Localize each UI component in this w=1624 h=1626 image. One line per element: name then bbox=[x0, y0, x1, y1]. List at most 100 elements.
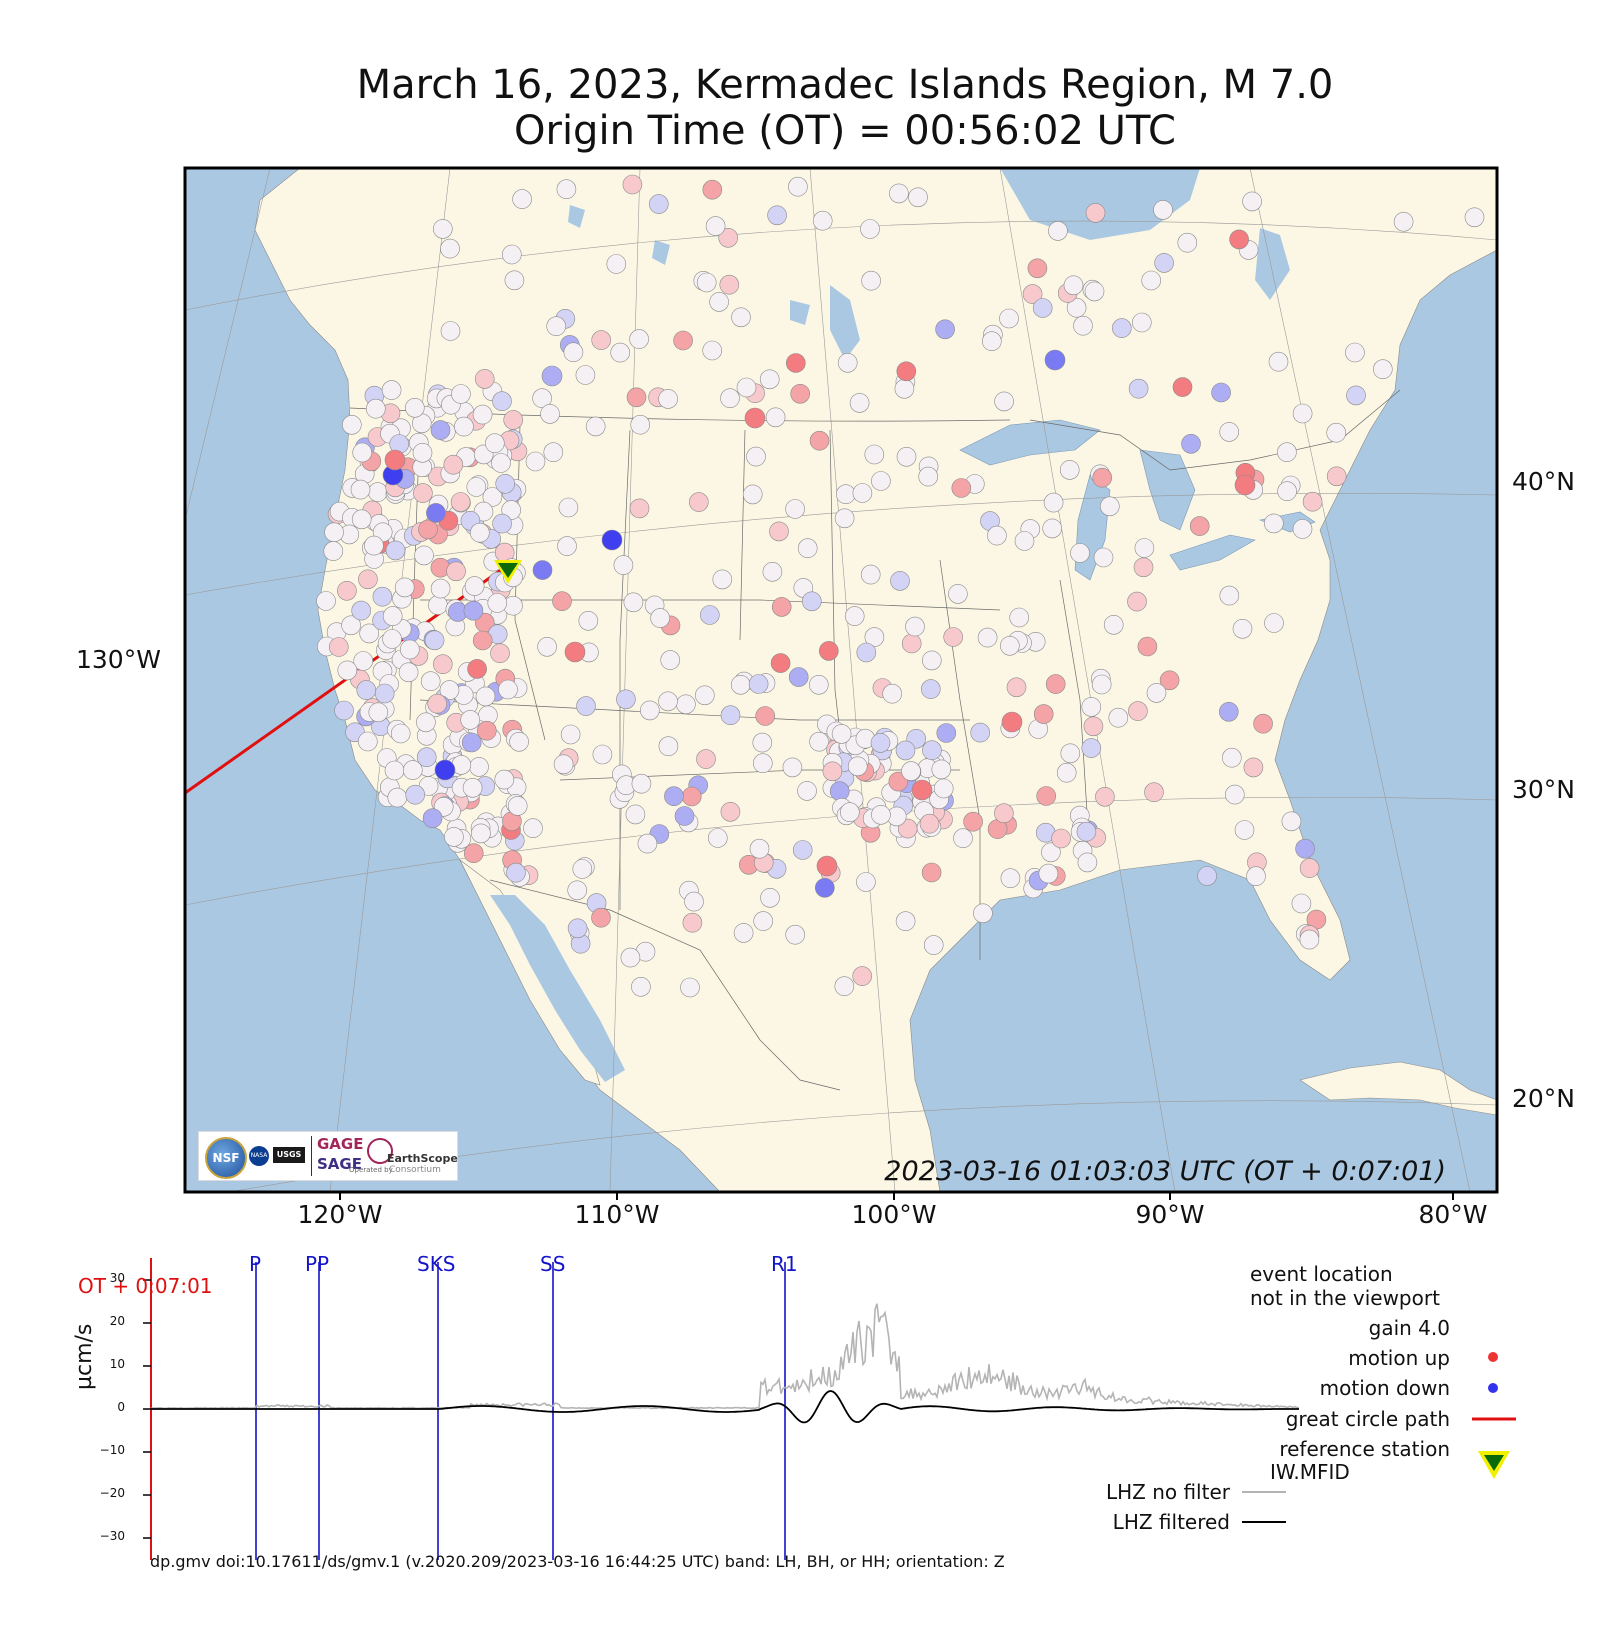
event-note-line1: event location bbox=[1250, 1262, 1393, 1286]
station-marker bbox=[755, 706, 776, 726]
station-marker bbox=[936, 723, 957, 743]
station-marker bbox=[337, 660, 358, 681]
station-marker bbox=[808, 674, 829, 695]
station-marker bbox=[987, 525, 1007, 546]
station-marker bbox=[888, 771, 909, 792]
station-marker bbox=[731, 307, 751, 328]
station-marker bbox=[1264, 513, 1284, 534]
station-marker bbox=[650, 608, 670, 628]
station-marker bbox=[440, 321, 461, 341]
station-marker bbox=[744, 407, 766, 429]
station-marker bbox=[1299, 929, 1320, 950]
station-marker bbox=[1095, 786, 1115, 807]
station-marker bbox=[753, 911, 774, 931]
lon-label-110w: 110°W bbox=[574, 1200, 660, 1229]
station-marker bbox=[398, 662, 419, 683]
station-marker bbox=[540, 404, 560, 424]
station-marker bbox=[1225, 784, 1245, 805]
station-marker bbox=[394, 577, 415, 598]
station-marker bbox=[894, 378, 915, 399]
no-filter-label: LHZ no filter bbox=[1105, 1480, 1230, 1504]
station-marker bbox=[374, 683, 395, 704]
station-marker bbox=[1345, 342, 1365, 363]
station-marker bbox=[492, 513, 512, 534]
station-marker bbox=[387, 787, 408, 808]
station-marker bbox=[591, 330, 612, 350]
station-marker bbox=[831, 724, 852, 744]
station-marker bbox=[557, 536, 577, 556]
station-marker bbox=[1132, 312, 1152, 333]
station-marker bbox=[882, 683, 903, 704]
station-marker bbox=[352, 442, 373, 463]
motion-up-label: motion up bbox=[1348, 1346, 1450, 1370]
station-marker bbox=[1066, 297, 1087, 318]
earthscope-logo: EarthScope bbox=[387, 1152, 458, 1165]
station-marker bbox=[994, 803, 1014, 824]
lon-ticks bbox=[339, 1192, 1454, 1200]
station-marker bbox=[1302, 491, 1323, 512]
station-marker bbox=[1048, 221, 1068, 241]
station-marker bbox=[1295, 838, 1315, 859]
station-marker bbox=[420, 671, 441, 692]
map-title: March 16, 2023, Kermadec Islands Region,… bbox=[356, 62, 1334, 108]
station-marker bbox=[1128, 378, 1149, 399]
station-marker bbox=[707, 828, 728, 848]
station-marker bbox=[427, 693, 448, 714]
map-frame bbox=[183, 166, 1499, 1194]
station-marker bbox=[1100, 496, 1120, 517]
station-marker bbox=[560, 724, 581, 745]
station-marker bbox=[572, 859, 593, 879]
station-marker bbox=[639, 700, 660, 721]
station-marker bbox=[432, 654, 453, 675]
land-cuba bbox=[1299, 1061, 1497, 1116]
station-marker bbox=[648, 194, 669, 214]
land-north-america bbox=[254, 168, 1497, 1192]
station-marker bbox=[918, 466, 939, 487]
station-marker bbox=[870, 733, 891, 753]
station-marker bbox=[742, 484, 763, 505]
station-marker bbox=[422, 808, 443, 829]
ytick-label: 0 bbox=[117, 1400, 125, 1414]
ytick-label: 30 bbox=[109, 1271, 125, 1285]
station-marker bbox=[1033, 704, 1054, 724]
station-marker bbox=[1292, 519, 1313, 539]
station-marker bbox=[901, 633, 922, 654]
station-marker bbox=[430, 420, 451, 440]
station-marker bbox=[684, 891, 704, 912]
station-marker bbox=[920, 679, 941, 699]
station-marker bbox=[1197, 866, 1217, 886]
station-marker bbox=[365, 398, 386, 419]
station-marker bbox=[1144, 782, 1164, 803]
station-marker bbox=[525, 451, 546, 472]
station-marker bbox=[463, 843, 484, 864]
station-marker bbox=[890, 571, 910, 591]
station-marker bbox=[801, 591, 822, 612]
station-marker bbox=[637, 833, 658, 854]
station-marker bbox=[1219, 701, 1239, 722]
station-marker bbox=[809, 430, 830, 451]
station-marker bbox=[491, 453, 511, 473]
station-marker bbox=[576, 696, 596, 716]
station-marker bbox=[709, 292, 729, 312]
station-marker bbox=[631, 773, 652, 794]
station-marker bbox=[788, 667, 809, 687]
station-marker bbox=[625, 804, 646, 825]
station-marker bbox=[472, 404, 493, 425]
phase-label-sks: SKS bbox=[417, 1252, 456, 1276]
station-marker bbox=[484, 433, 505, 454]
station-marker bbox=[328, 637, 349, 657]
station-marker bbox=[323, 541, 344, 561]
station-marker bbox=[834, 976, 855, 997]
ytick-label: −20 bbox=[99, 1486, 125, 1500]
operated-by-label: Operated by bbox=[349, 1166, 393, 1174]
station-marker bbox=[1181, 433, 1201, 454]
station-marker bbox=[1159, 670, 1180, 691]
station-marker bbox=[785, 499, 805, 519]
station-marker bbox=[1092, 467, 1112, 488]
station-marker bbox=[818, 641, 839, 661]
station-marker bbox=[1032, 298, 1053, 318]
lon-label-130w: 130°W bbox=[76, 645, 161, 674]
station-marker bbox=[673, 330, 693, 351]
station-marker bbox=[443, 454, 464, 475]
station-marker bbox=[1219, 422, 1239, 442]
